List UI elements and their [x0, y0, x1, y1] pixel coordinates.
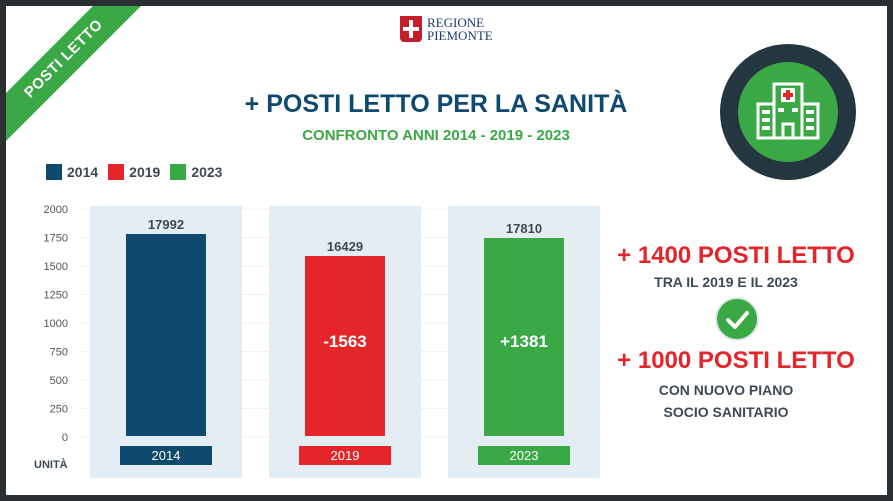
bar-2014	[126, 234, 206, 436]
bar-2023	[484, 238, 564, 436]
logo-line-2: PIEMONTE	[427, 28, 493, 43]
legend-label-2019: 2019	[129, 164, 161, 180]
bar-value-label: 17992	[148, 217, 184, 232]
y-tick-label: 1750	[44, 233, 68, 245]
legend-swatch-2014	[46, 164, 62, 180]
hospital-icon	[756, 82, 820, 140]
bar-value-label: 17810	[506, 221, 542, 236]
logo-line-1: REGIONE	[427, 15, 485, 30]
callout-line-b: SOCIO SANITARIO	[663, 404, 789, 420]
y-tick-label: 1000	[44, 318, 68, 330]
y-tick-label: 250	[50, 404, 68, 416]
category-box	[299, 446, 391, 465]
bar-value-label: 16429	[327, 239, 363, 254]
x-tick-label: 2019	[331, 448, 360, 463]
shield-icon	[400, 16, 422, 42]
callout-1400-posti: + 1400 POSTI LETTO	[617, 242, 855, 269]
legend-label-2023: 2023	[191, 164, 223, 180]
page-subtitle: CONFRONTO ANNI 2014 - 2019 - 2023	[302, 127, 570, 144]
callout-2019-2023: TRA IL 2019 E IL 2023	[654, 274, 798, 290]
y-tick-label: 1500	[44, 261, 68, 273]
page-title: + POSTI LETTO PER LA SANITÀ	[244, 90, 628, 118]
y-tick-label: 1250	[44, 290, 68, 302]
legend-label-2014: 2014	[67, 164, 99, 180]
x-tick-label: 2014	[152, 448, 181, 463]
bar-chart: 2000 1750 1500 1250 1000 750 500 250 0 17992 2014 1…	[34, 204, 602, 478]
legend-swatch-2023	[170, 164, 187, 180]
check-icon	[715, 297, 759, 341]
category-box	[478, 446, 570, 465]
legend-swatch-2019	[108, 164, 125, 180]
regione-piemonte-logo: REGIONE PIEMONTE	[400, 16, 493, 42]
chart-legend: 2014 2019 2023	[46, 164, 232, 180]
callout-line-a: CON NUOVO PIANO	[658, 382, 794, 398]
y-tick-label: 0	[62, 432, 68, 444]
callout-piano-socio-sanitario: CON NUOVO PIANO SOCIO SANITARIO	[606, 379, 846, 423]
infographic: POSTI LETTO REGIONE PIEMONTE + POSTI LET…	[6, 6, 887, 495]
hospital-badge	[720, 44, 856, 180]
category-box	[120, 446, 212, 465]
bar-2019	[305, 256, 385, 436]
y-axis-label: UNITÀ	[34, 458, 68, 471]
y-tick-label: 500	[50, 375, 68, 387]
bar-delta-label: -1563	[323, 332, 366, 351]
callout-1000-posti: + 1000 POSTI LETTO	[617, 347, 855, 374]
x-tick-label: 2023	[510, 448, 539, 463]
bar-delta-label: +1381	[500, 332, 548, 351]
y-tick-label: 750	[50, 347, 68, 359]
y-tick-label: 2000	[44, 204, 68, 216]
